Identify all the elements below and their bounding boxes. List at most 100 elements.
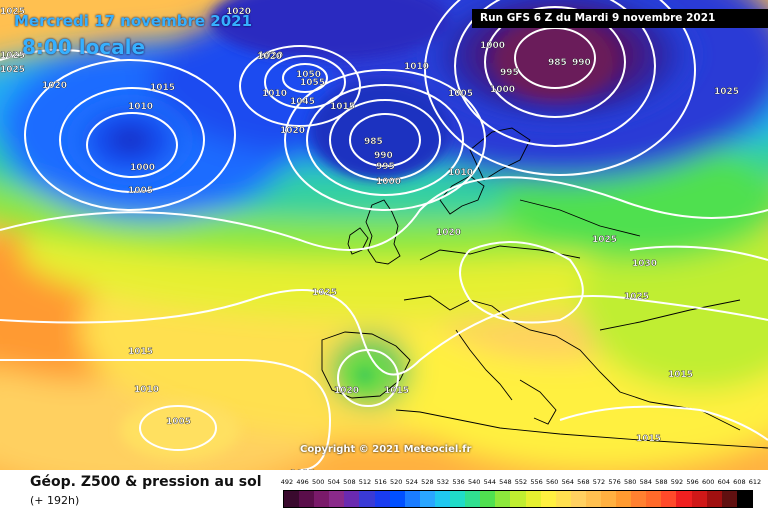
scale-tick-label: 496: [296, 478, 309, 486]
scale-swatch: [570, 491, 586, 507]
pressure-label: 985: [364, 137, 383, 147]
scale-swatch: [465, 491, 481, 507]
scale-tick-label: 560: [545, 478, 559, 486]
scale-swatch: [480, 491, 496, 507]
scale-swatch: [555, 491, 571, 507]
scale-swatch: [661, 491, 677, 507]
scale-swatch: [600, 491, 617, 507]
pressure-label: 995: [500, 68, 519, 78]
scale-tick-label: 512: [358, 478, 372, 486]
scale-tick-label: 524: [405, 478, 419, 486]
scale-swatch: [404, 491, 420, 507]
pressure-label: 1025: [0, 51, 25, 61]
scale-swatch: [329, 491, 345, 507]
pressure-label: 1005: [448, 89, 473, 99]
z500-core-field: [60, 0, 710, 460]
scale-tick-label: 596: [686, 478, 699, 486]
pressure-label: 1025: [714, 87, 739, 97]
scale-tick-label: 568: [577, 478, 590, 486]
pressure-label: 1015: [128, 347, 153, 357]
scale-swatch: [691, 491, 707, 507]
pressure-label: 1015: [384, 386, 409, 396]
pressure-label: 1045: [290, 97, 315, 107]
scale-swatch: [646, 491, 662, 507]
pressure-label: 1000: [130, 163, 155, 173]
scale-swatch: [721, 491, 737, 507]
pressure-label: 1050: [296, 70, 321, 80]
scale-swatch: [419, 491, 435, 507]
pressure-label: 1010: [134, 385, 159, 395]
pressure-label: 1000: [376, 177, 401, 187]
scale-swatch: [359, 491, 375, 507]
scale-swatch: [585, 491, 601, 507]
scale-tick-label: 612: [748, 478, 762, 486]
scale-tick-label: 536: [452, 478, 465, 486]
pressure-label: 990: [572, 58, 591, 68]
pressure-label: 1000: [480, 41, 505, 51]
scale-swatch: [540, 491, 556, 507]
pressure-label: 1015: [290, 469, 315, 470]
pressure-label: 985: [548, 58, 567, 68]
scale-swatch: [450, 491, 466, 507]
scale-swatch: [434, 491, 451, 507]
copyright-notice: Copyright © 2021 Meteociel.fr: [300, 444, 472, 455]
pressure-label: 1015: [636, 434, 661, 444]
scale-swatch: [344, 491, 360, 507]
pressure-label: 1025: [0, 65, 25, 75]
scale-swatch: [706, 491, 722, 507]
pressure-label: 1025: [624, 292, 649, 302]
scale-tick-label: 580: [623, 478, 637, 486]
scale-tick-label: 600: [701, 478, 715, 486]
scale-tick-label: 576: [608, 478, 621, 486]
scale-tick-label: 584: [639, 478, 653, 486]
scale-tick-label: 504: [327, 478, 341, 486]
scale-swatch: [676, 491, 692, 507]
scale-tick-label: 548: [499, 478, 512, 486]
pressure-label: 1010: [404, 62, 429, 72]
scale-tick-label: 520: [389, 478, 403, 486]
pressure-label: 1020: [436, 228, 461, 238]
scale-tick-label: 532: [436, 478, 450, 486]
scale-swatch: [495, 491, 511, 507]
scale-tick-label: 500: [311, 478, 325, 486]
scale-tick-label: 528: [421, 478, 434, 486]
pressure-label: 1020: [280, 126, 305, 136]
pressure-label: 1005: [128, 186, 153, 196]
scale-tick-label: 588: [655, 478, 668, 486]
pressure-label: 1020: [257, 52, 282, 62]
scale-swatch: [510, 491, 526, 507]
scale-tick-label: 556: [530, 478, 543, 486]
scale-tick-label: 592: [670, 478, 684, 486]
pressure-label: 1025: [592, 235, 617, 245]
pressure-label: 1020: [226, 7, 251, 17]
scale-tick-label: 544: [483, 478, 497, 486]
scale-tick-label: 508: [343, 478, 356, 486]
scale-swatch: [284, 491, 300, 507]
color-scale-ticks: 492 496 500 504 508 512 516 520 524 528 532 536 540 5…: [280, 478, 761, 488]
pressure-label: 1015: [330, 102, 355, 112]
color-scale-bar: [283, 490, 753, 508]
pressure-label: 1025: [312, 288, 337, 298]
scale-swatch: [299, 491, 315, 507]
pressure-label: 1005: [166, 417, 191, 427]
pressure-label: 1010: [128, 102, 153, 112]
scale-swatch: [314, 491, 330, 507]
scale-tick-label: 604: [717, 478, 731, 486]
scale-swatch: [389, 491, 405, 507]
scale-tick-label: 492: [280, 478, 294, 486]
pressure-label: 1015: [668, 370, 693, 380]
pressure-label: 1010: [262, 89, 287, 99]
scale-tick-label: 540: [467, 478, 481, 486]
scale-swatch: [616, 491, 632, 507]
run-banner: Run GFS 6 Z du Mardi 9 novembre 2021: [472, 9, 768, 28]
scale-tick-label: 552: [514, 478, 528, 486]
pressure-label: 1055: [300, 78, 325, 88]
pressure-label: 1030: [632, 259, 657, 269]
scale-swatch: [525, 491, 541, 507]
pressure-label: 995: [376, 162, 395, 172]
pressure-label: 1010: [448, 168, 473, 178]
scale-swatch: [374, 491, 390, 507]
pressure-label: 1025: [0, 7, 25, 17]
weather-map: 1025 1025 1025 1020 1020 1015 1010 1000 1005 1020…: [0, 0, 768, 470]
scale-swatch: [631, 491, 647, 507]
